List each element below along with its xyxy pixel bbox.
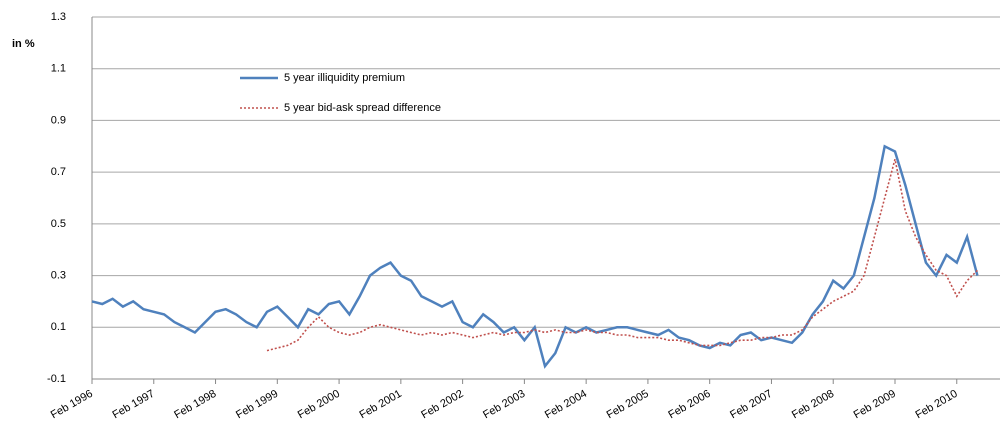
x-tick-label: Feb 2009 xyxy=(852,388,898,422)
y-axis-label: in % xyxy=(12,38,35,50)
series-line xyxy=(91,144,979,369)
x-tick-label: Feb 2010 xyxy=(913,388,959,422)
legend-label: 5 year illiquidity premium xyxy=(284,72,405,84)
y-tick-label: 0.3 xyxy=(51,269,66,281)
y-tick-label: 1.1 xyxy=(51,63,66,75)
x-tick-label: Feb 1996 xyxy=(49,388,95,422)
x-tick-label: Feb 2001 xyxy=(358,388,404,422)
y-tick-label: -0.1 xyxy=(47,373,66,385)
x-tick-label: Feb 2002 xyxy=(419,388,465,422)
y-tick-label: 0.1 xyxy=(51,321,66,333)
x-tick-label: Feb 2007 xyxy=(728,388,774,422)
x-tick-label: Feb 2000 xyxy=(296,388,342,422)
series-line xyxy=(266,158,978,352)
legend-label: 5 year bid-ask spread difference xyxy=(284,102,441,114)
y-tick-label: 0.7 xyxy=(51,166,66,178)
x-tick-label: Feb 2008 xyxy=(790,388,836,422)
y-tick-label: 0.9 xyxy=(51,114,66,126)
x-tick-label: Feb 2004 xyxy=(543,388,589,422)
x-tick-label: Feb 2003 xyxy=(481,388,527,422)
x-tick-label: Feb 2006 xyxy=(666,388,712,422)
x-tick-label: Feb 2005 xyxy=(605,388,651,422)
y-tick-label: 0.5 xyxy=(51,218,66,230)
x-tick-label: Feb 1998 xyxy=(172,388,218,422)
x-tick-label: Feb 1997 xyxy=(110,388,156,422)
x-tick-label: Feb 1999 xyxy=(234,388,280,422)
y-tick-label: 1.3 xyxy=(51,11,66,23)
